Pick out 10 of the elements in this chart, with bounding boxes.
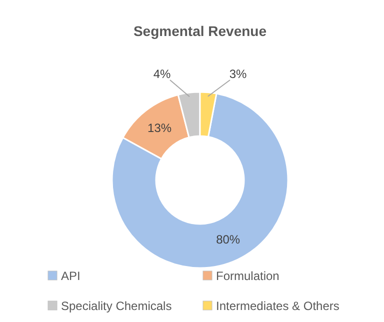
donut-slice [111, 92, 289, 269]
legend-label: Intermediates & Others [216, 299, 340, 313]
legend-label: API [61, 269, 80, 283]
data-label: 80% [216, 232, 240, 247]
legend-label: Formulation [216, 269, 280, 283]
data-label: 4% [153, 67, 171, 81]
data-label: 13% [148, 120, 172, 135]
chart-title: Segmental Revenue [133, 23, 267, 39]
legend-label: Speciality Chemicals [61, 299, 172, 313]
data-label: 3% [229, 67, 247, 81]
